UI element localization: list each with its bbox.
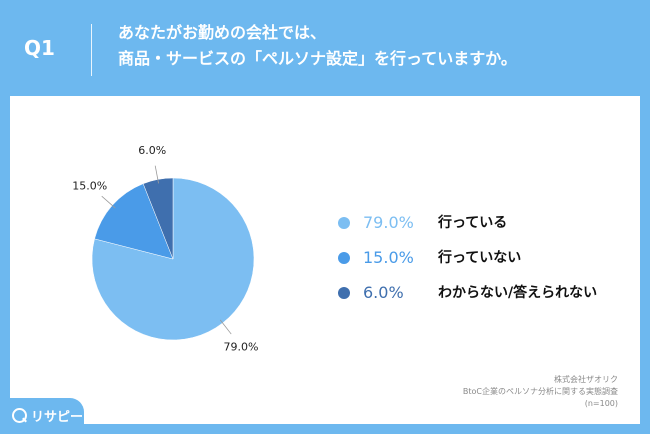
legend-swatch-3 <box>338 287 350 299</box>
legend-label-2: 行っていない <box>438 250 522 266</box>
legend-item-3: 6.0% わからない/答えられない <box>338 282 648 306</box>
pie-data-label-3: 6.0% <box>138 144 166 157</box>
legend-percent-2: 15.0% <box>363 248 414 267</box>
source-sample-size: (n=100) <box>584 399 618 408</box>
legend-item-2: 15.0% 行っていない <box>338 247 648 271</box>
legend-item-1: 79.0% 行っている <box>338 212 648 236</box>
pie-leader-line-3 <box>154 165 159 184</box>
legend-label-1: 行っている <box>438 215 508 231</box>
question-title: あなたがお勤めの会社では、 商品・サービスの「ペルソナ設定」を行っていますか。 <box>118 20 638 72</box>
question-header: Q1 あなたがお勤めの会社では、 商品・サービスの「ペルソナ設定」を行っています… <box>0 0 650 90</box>
source-note: 株式会社ザオリク BtoC企業のペルソナ分析に関する実態調査 (n=100) <box>463 374 618 410</box>
legend-percent-1: 79.0% <box>363 213 414 232</box>
pie-chart: 79.0% 15.0% 6.0% <box>72 144 259 354</box>
question-number: Q1 <box>24 36 55 60</box>
legend-swatch-2 <box>338 252 350 264</box>
chart-card: 79.0% 15.0% 6.0% 79.0% 行っている 15.0% 行っていない 6.0%… <box>10 96 640 424</box>
question-title-line-1: あなたがお勤めの会社では、 <box>118 23 327 42</box>
source-survey: BtoC企業のペルソナ分析に関する実態調査 <box>462 387 618 396</box>
magnifier-icon <box>12 408 27 423</box>
source-company: 株式会社ザオリク <box>554 375 618 384</box>
pie-data-label-1: 79.0% <box>224 341 259 354</box>
brand-name: リサピー <box>31 410 84 425</box>
legend-percent-3: 6.0% <box>363 283 404 302</box>
legend-swatch-1 <box>338 217 350 229</box>
pie-leader-line-2 <box>101 195 116 209</box>
brand-logo: リサピー <box>0 398 84 434</box>
question-title-line-2: 商品・サービスの「ペルソナ設定」を行っていますか。 <box>118 49 517 68</box>
pie-leader-line-1 <box>219 319 232 335</box>
pie-data-label-2: 15.0% <box>72 180 107 193</box>
legend-label-3: わからない/答えられない <box>438 285 598 301</box>
header-divider <box>91 24 92 76</box>
